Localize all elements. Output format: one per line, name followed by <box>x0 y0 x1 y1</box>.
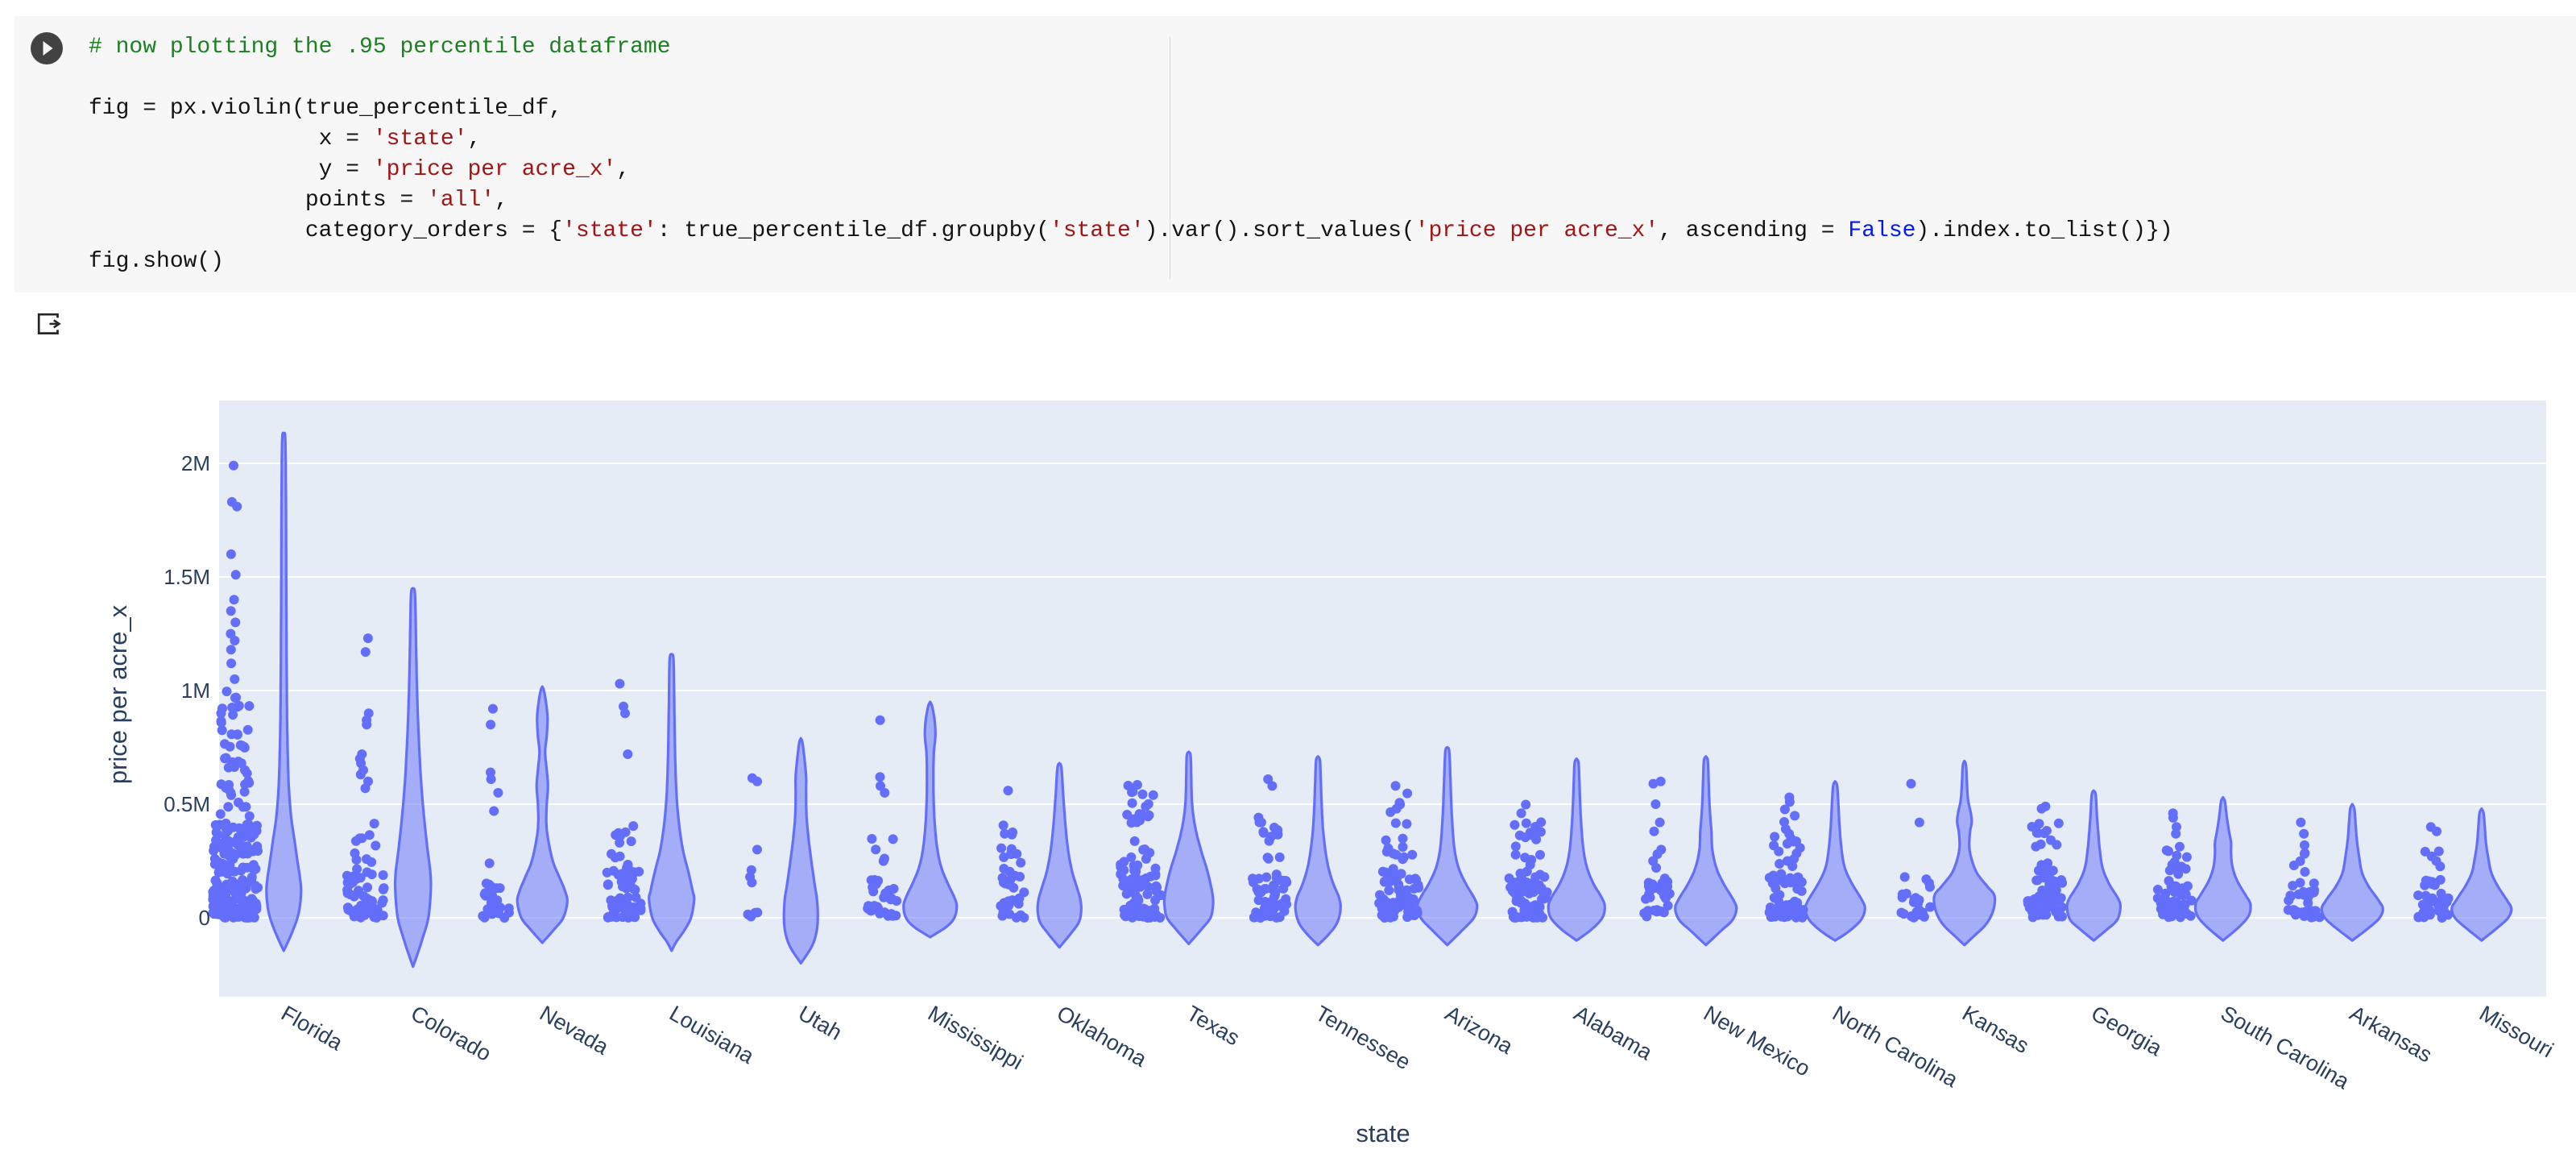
svg-text:Utah: Utah <box>794 1001 846 1045</box>
svg-text:North Carolina: North Carolina <box>1828 1001 1963 1093</box>
svg-text:New Mexico: New Mexico <box>1700 1001 1814 1081</box>
svg-text:Texas: Texas <box>1182 1001 1244 1050</box>
svg-text:Oklahoma: Oklahoma <box>1053 1001 1151 1072</box>
svg-text:Georgia: Georgia <box>2087 1001 2167 1061</box>
svg-text:Mississippi: Mississippi <box>924 1001 1027 1074</box>
svg-text:Arizona: Arizona <box>1441 1001 1518 1059</box>
svg-text:Florida: Florida <box>277 1001 347 1056</box>
svg-text:2M: 2M <box>181 451 210 475</box>
svg-text:Tennessee: Tennessee <box>1311 1001 1414 1074</box>
svg-text:1M: 1M <box>181 678 210 703</box>
svg-text:state: state <box>1356 1119 1410 1147</box>
svg-text:Kansas: Kansas <box>1958 1001 2033 1058</box>
svg-text:Nevada: Nevada <box>536 1001 613 1060</box>
svg-text:Missouri: Missouri <box>2475 1001 2557 1062</box>
svg-text:Louisiana: Louisiana <box>665 1001 759 1068</box>
svg-text:Colorado: Colorado <box>407 1001 495 1066</box>
svg-text:1.5M: 1.5M <box>164 565 210 589</box>
svg-text:Arkansas: Arkansas <box>2346 1001 2436 1067</box>
svg-text:South Carolina: South Carolina <box>2217 1001 2354 1094</box>
svg-text:0: 0 <box>199 906 210 930</box>
svg-text:Alabama: Alabama <box>1570 1001 1657 1065</box>
svg-text:price per acre_x: price per acre_x <box>104 604 132 784</box>
svg-text:0.5M: 0.5M <box>164 792 210 816</box>
